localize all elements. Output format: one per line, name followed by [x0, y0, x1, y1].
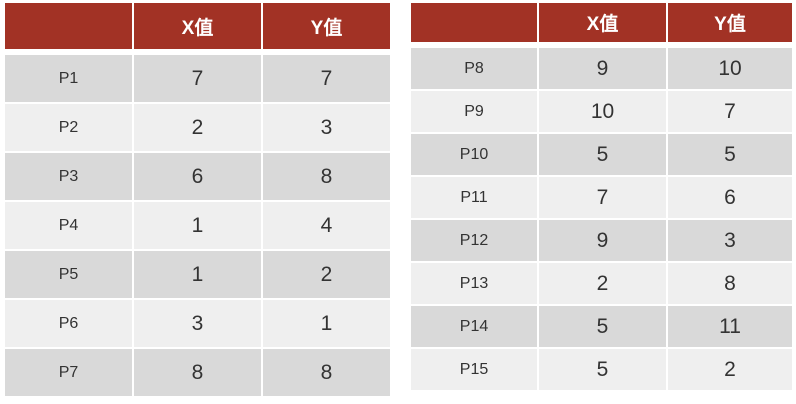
header-x: X值	[132, 1, 263, 51]
table-row: P5 1 2	[3, 249, 392, 300]
y-value: 8	[666, 261, 794, 306]
point-label: P15	[409, 347, 539, 392]
table-row: P7 8 8	[3, 347, 392, 398]
x-value: 10	[537, 89, 668, 134]
point-label: P14	[409, 304, 539, 349]
header-gap	[4, 50, 391, 54]
header-blank	[3, 1, 134, 51]
table-row: P15 5 2	[409, 347, 794, 392]
table-row: P2 2 3	[3, 102, 392, 153]
y-value: 1	[261, 298, 392, 349]
point-label: P10	[409, 132, 539, 177]
y-value: 6	[666, 175, 794, 220]
header-y: Y值	[666, 1, 794, 44]
left-points-table: X值 Y值 P1 7 7 P2 2 3 P3 6 8 P4 1 4 P5 1 2 P6 3 1 P7 8 8	[3, 1, 392, 398]
x-value: 7	[537, 175, 668, 220]
table-row: P12 9 3	[409, 218, 794, 263]
x-value: 5	[537, 132, 668, 177]
table-row: P3 6 8	[3, 151, 392, 202]
x-value: 6	[132, 151, 263, 202]
x-value: 5	[537, 304, 668, 349]
x-value: 9	[537, 46, 668, 91]
point-label: P13	[409, 261, 539, 306]
x-value: 9	[537, 218, 668, 263]
y-value: 3	[261, 102, 392, 153]
x-value: 5	[537, 347, 668, 392]
table-row: P14 5 11	[409, 304, 794, 349]
y-value: 4	[261, 200, 392, 251]
point-label: P7	[3, 347, 134, 398]
table-row: P1 7 7	[3, 53, 392, 104]
y-value: 2	[261, 249, 392, 300]
spacer	[410, 43, 793, 47]
x-value: 2	[537, 261, 668, 306]
table-row: P13 2 8	[409, 261, 794, 306]
header-y: Y值	[261, 1, 392, 51]
point-label: P9	[409, 89, 539, 134]
y-value: 2	[666, 347, 794, 392]
point-label: P4	[3, 200, 134, 251]
table-row: P10 5 5	[409, 132, 794, 177]
x-value: 1	[132, 249, 263, 300]
point-label: P2	[3, 102, 134, 153]
y-value: 10	[666, 46, 794, 91]
right-points-table: X值 Y值 P8 9 10 P9 10 7 P10 5 5 P11 7 6 P12 9 3 P13 2 8 P14 5…	[409, 1, 794, 392]
y-value: 7	[666, 89, 794, 134]
x-value: 1	[132, 200, 263, 251]
point-label: P6	[3, 298, 134, 349]
header-row: X值 Y值	[409, 1, 794, 44]
header-x: X值	[537, 1, 668, 44]
x-value: 2	[132, 102, 263, 153]
spacer	[4, 50, 391, 54]
point-label: P8	[409, 46, 539, 91]
x-value: 8	[132, 347, 263, 398]
table-row: P11 7 6	[409, 175, 794, 220]
point-label: P5	[3, 249, 134, 300]
table-row: P8 9 10	[409, 46, 794, 91]
y-value: 7	[261, 53, 392, 104]
header-blank	[409, 1, 539, 44]
point-label: P3	[3, 151, 134, 202]
y-value: 5	[666, 132, 794, 177]
x-value: 7	[132, 53, 263, 104]
header-gap	[410, 43, 793, 47]
x-value: 3	[132, 298, 263, 349]
y-value: 8	[261, 151, 392, 202]
y-value: 11	[666, 304, 794, 349]
point-label: P11	[409, 175, 539, 220]
y-value: 3	[666, 218, 794, 263]
y-value: 8	[261, 347, 392, 398]
table-row: P9 10 7	[409, 89, 794, 134]
point-label: P1	[3, 53, 134, 104]
table-row: P4 1 4	[3, 200, 392, 251]
header-row: X值 Y值	[3, 1, 392, 51]
table-row: P6 3 1	[3, 298, 392, 349]
point-label: P12	[409, 218, 539, 263]
